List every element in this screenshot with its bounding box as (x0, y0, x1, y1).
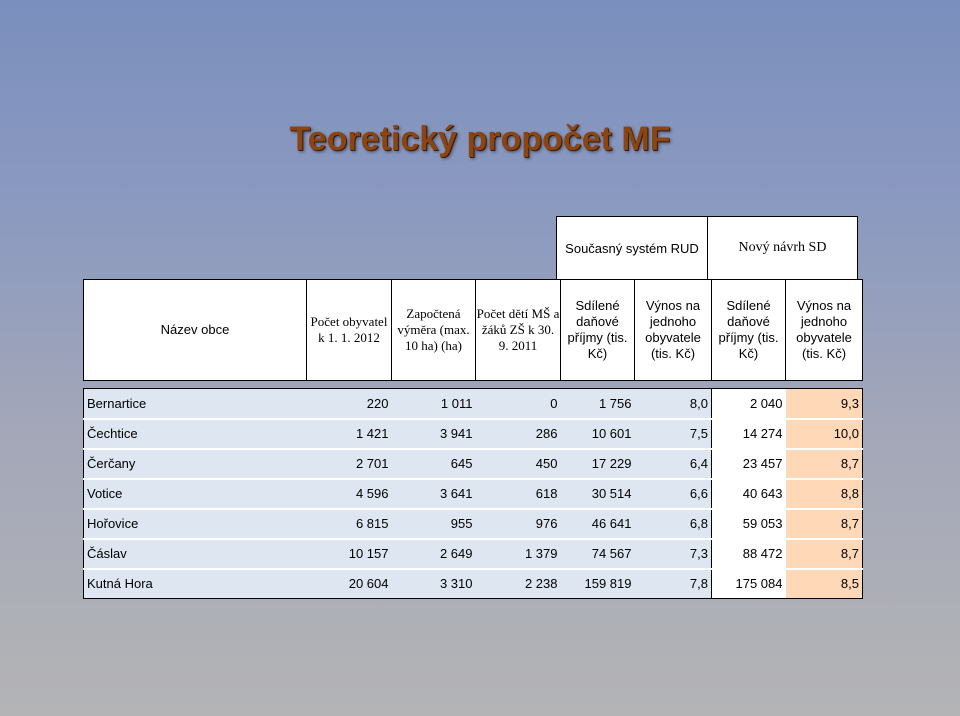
cell-current-per-capita: 6,4 (634, 447, 712, 479)
cell-population: 220 (306, 388, 392, 419)
cell-new-per-capita: 8,8 (785, 477, 863, 509)
comparison-table: Název obce Počet obyvatel k 1. 1. 2012 Z… (83, 279, 863, 599)
cell-municipality: Čerčany (83, 447, 307, 479)
cell-new-revenue: 88 472 (711, 537, 786, 569)
cell-current-per-capita: 6,8 (634, 507, 712, 539)
table-row: Bernartice 220 1 011 0 1 756 8,0 2 040 9,3 (83, 388, 863, 419)
cell-area: 645 (391, 447, 476, 479)
cell-municipality: Kutná Hora (83, 567, 307, 599)
table-row: Čáslav 10 157 2 649 1 379 74 567 7,3 88 472 8,7 (83, 537, 863, 569)
cell-current-revenue: 17 229 (560, 447, 635, 479)
slide-title: Teoretický propočet MF (289, 120, 671, 158)
cell-area: 3 310 (391, 567, 476, 599)
cell-area: 1 011 (391, 388, 476, 419)
cell-area: 3 641 (391, 477, 476, 509)
cell-current-revenue: 1 756 (560, 388, 635, 419)
cell-new-revenue: 2 040 (711, 388, 786, 419)
header-current-shared-revenue: Sdílené daňové příjmy (tis. Kč) (560, 279, 635, 381)
cell-children: 618 (475, 477, 561, 509)
table-row: Votice 4 596 3 641 618 30 514 6,6 40 643 8,8 (83, 477, 863, 509)
cell-children: 286 (475, 417, 561, 449)
current-system-header: Současný systém RUD (556, 216, 708, 280)
header-row: Název obce Počet obyvatel k 1. 1. 2012 Z… (83, 279, 863, 381)
header-children: Počet dětí MŠ a žáků ZŠ k 30. 9. 2011 (475, 279, 561, 381)
cell-municipality: Hořovice (83, 507, 307, 539)
table-row: Hořovice 6 815 955 976 46 641 6,8 59 053 8,7 (83, 507, 863, 539)
cell-new-per-capita: 10,0 (785, 417, 863, 449)
cell-current-revenue: 159 819 (560, 567, 635, 599)
table-row: Čechtice 1 421 3 941 286 10 601 7,5 14 274 10,0 (83, 417, 863, 449)
cell-current-revenue: 46 641 (560, 507, 635, 539)
cell-current-revenue: 30 514 (560, 477, 635, 509)
cell-new-revenue: 175 084 (711, 567, 786, 599)
cell-area: 3 941 (391, 417, 476, 449)
cell-children: 1 379 (475, 537, 561, 569)
cell-new-revenue: 40 643 (711, 477, 786, 509)
cell-children: 0 (475, 388, 561, 419)
cell-new-per-capita: 8,7 (785, 507, 863, 539)
cell-new-revenue: 59 053 (711, 507, 786, 539)
cell-population: 2 701 (306, 447, 392, 479)
cell-new-per-capita: 8,5 (785, 567, 863, 599)
header-population: Počet obyvatel k 1. 1. 2012 (306, 279, 392, 381)
header-municipality: Název obce (83, 279, 307, 381)
header-new-per-capita: Výnos na jednoho obyvatele (tis. Kč) (785, 279, 863, 381)
table-row: Čerčany 2 701 645 450 17 229 6,4 23 457 8,7 (83, 447, 863, 479)
cell-current-revenue: 10 601 (560, 417, 635, 449)
cell-children: 2 238 (475, 567, 561, 599)
cell-population: 20 604 (306, 567, 392, 599)
cell-new-per-capita: 9,3 (785, 388, 863, 419)
cell-current-revenue: 74 567 (560, 537, 635, 569)
table-row: Kutná Hora 20 604 3 310 2 238 159 819 7,8 175 … (83, 567, 863, 599)
cell-new-revenue: 23 457 (711, 447, 786, 479)
cell-municipality: Bernartice (83, 388, 307, 419)
new-system-header: Nový návrh SD (707, 216, 858, 280)
header-current-per-capita: Výnos na jednoho obyvatele (tis. Kč) (634, 279, 712, 381)
header-new-shared-revenue: Sdílené daňové příjmy (tis. Kč) (711, 279, 786, 381)
cell-new-revenue: 14 274 (711, 417, 786, 449)
cell-current-per-capita: 8,0 (634, 388, 712, 419)
cell-area: 955 (391, 507, 476, 539)
cell-new-per-capita: 8,7 (785, 447, 863, 479)
cell-area: 2 649 (391, 537, 476, 569)
cell-children: 976 (475, 507, 561, 539)
cell-municipality: Votice (83, 477, 307, 509)
cell-population: 4 596 (306, 477, 392, 509)
cell-current-per-capita: 7,3 (634, 537, 712, 569)
cell-current-per-capita: 7,8 (634, 567, 712, 599)
header-area: Započtená výměra (max. 10 ha) (ha) (391, 279, 476, 381)
cell-population: 10 157 (306, 537, 392, 569)
cell-municipality: Čáslav (83, 537, 307, 569)
cell-children: 450 (475, 447, 561, 479)
cell-new-per-capita: 8,7 (785, 537, 863, 569)
cell-population: 6 815 (306, 507, 392, 539)
cell-municipality: Čechtice (83, 417, 307, 449)
cell-current-per-capita: 6,6 (634, 477, 712, 509)
cell-current-per-capita: 7,5 (634, 417, 712, 449)
cell-population: 1 421 (306, 417, 392, 449)
